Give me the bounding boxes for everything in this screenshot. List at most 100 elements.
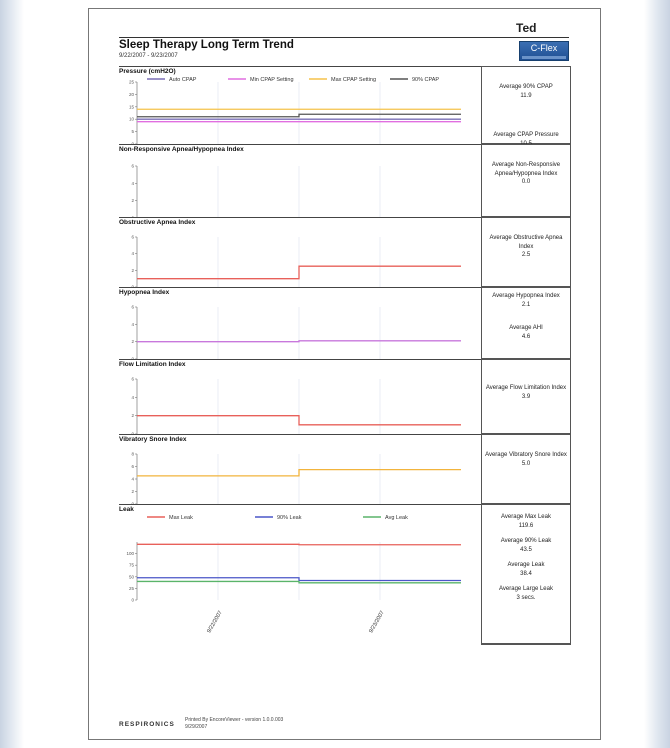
stat-value: 2.5	[521, 252, 531, 258]
printed-date: 9/29/2007	[185, 724, 208, 730]
leak-series-line	[137, 577, 461, 582]
pressure-series-line	[137, 113, 461, 118]
hypopnea-y-tick-label: 6	[131, 305, 134, 310]
flow-limitation-stat: Average Flow Limitation Index 3.9	[484, 384, 568, 401]
stat-value: 3.9	[521, 393, 531, 400]
c-flex-stripe	[522, 56, 566, 59]
stat-label: Average 90% Leak	[500, 538, 552, 544]
pressure-legend-label: Max CPAP Setting	[331, 77, 376, 83]
obstructive-apnea-stats-box: Average Obstructive Apnea Index 2.5	[481, 217, 571, 287]
stats-bottom-border	[481, 644, 571, 645]
stat-value: 10.5	[484, 140, 568, 149]
vibratory-snore-stat: Average Vibratory Snore Index 5.0	[484, 451, 568, 468]
flow-limitation-title: Flow Limitation Index	[119, 361, 186, 368]
hypopnea-stat: Average Hypopnea Index 2.1	[484, 292, 568, 309]
obstructive-apnea-stat: Average Obstructive Apnea Index 2.5	[484, 234, 568, 260]
leak-y-tick-label: 100	[126, 551, 134, 556]
x-tick-label: 9/23/2007	[368, 610, 385, 634]
pressure-legend-label: Auto CPAP	[169, 77, 197, 83]
printed-by: Printed By EncoreViewer - version 1.0.0.…	[185, 717, 284, 723]
leak-y-tick-label: 50	[129, 574, 135, 579]
report-page: Ted Sleep Therapy Long Term Trend 9/22/2…	[88, 8, 601, 740]
pressure-legend-label: Min CPAP Setting	[250, 77, 294, 83]
pressure-legend-label: 90% CPAP	[412, 77, 439, 83]
leak-series-line	[137, 580, 461, 584]
stat-value: 2.1	[521, 301, 531, 308]
hypopnea-y-tick-label: 0	[131, 357, 134, 360]
pressure-divider	[119, 66, 569, 67]
flow-limitation-y-tick-label: 2	[131, 413, 134, 418]
stat-value: 4.6	[521, 333, 531, 340]
stat-label: Average Leak	[507, 562, 545, 568]
obstructive-apnea-divider	[119, 217, 569, 218]
stat-label: Average Max Leak	[501, 514, 551, 520]
non-responsive-ahi-divider	[119, 144, 569, 145]
print-info: Printed By EncoreViewer - version 1.0.0.…	[185, 717, 283, 731]
non-responsive-ahi-y-tick-label: 6	[131, 164, 134, 169]
stat-label: Average Obstructive Apnea Index	[489, 235, 563, 250]
leak-legend-label: 90% Leak	[277, 515, 302, 521]
vibratory-snore-divider	[119, 434, 569, 435]
hypopnea-series-line	[137, 340, 461, 343]
stat-label: Average AHI	[509, 325, 543, 331]
non-responsive-ahi-stats-box: Average Non-Responsive Apnea/Hypopnea In…	[481, 144, 571, 217]
report-title: Sleep Therapy Long Term Trend	[119, 39, 294, 51]
obstructive-apnea-chart: 0 2 4 6	[131, 235, 461, 288]
leak-chart: Max Leak 90% Leak Avg Leak 0 25 50 75 100 9/22/2…	[126, 515, 461, 634]
pressure-chart: Auto CPAP Min CPAP Setting Max CPAP Settin…	[129, 77, 461, 145]
flow-limitation-divider	[119, 359, 569, 360]
non-responsive-ahi-title: Non-Responsive Apnea/Hypopnea Index	[119, 146, 244, 153]
vibratory-snore-title: Vibratory Snore Index	[119, 436, 187, 443]
stat-label: Average Large Leak	[499, 586, 553, 592]
non-responsive-ahi-stat: Average Non-Responsive Apnea/Hypopnea In…	[484, 161, 568, 187]
leak-stats-box: Average Max Leak 119.6 Average 90% Leak 43.…	[481, 504, 571, 644]
stat-label: Average CPAP Pressure	[493, 132, 559, 138]
hypopnea-stats-box: Average Hypopnea Index 2.1 Average AHI 4.6	[481, 287, 571, 359]
pressure-y-tick-label: 15	[129, 104, 135, 109]
stat-label: Average Flow Limitation Index	[485, 385, 567, 391]
pressure-title: Pressure (cmH2O)	[119, 68, 176, 75]
obstructive-apnea-y-tick-label: 0	[131, 285, 134, 288]
non-responsive-ahi-y-tick-label: 2	[131, 198, 134, 203]
hypopnea-y-tick-label: 2	[131, 339, 134, 344]
report-date-range: 9/22/2007 - 9/23/2007	[119, 53, 178, 59]
vibratory-snore-y-tick-label: 2	[131, 489, 134, 494]
leak-legend-label: Avg Leak	[385, 515, 408, 521]
leak-legend-label: Max Leak	[169, 515, 193, 521]
stat-value: 38.4	[520, 570, 532, 577]
stat-value: 11.9	[520, 92, 532, 99]
hypopnea-y-tick-label: 4	[131, 322, 134, 327]
flow-limitation-chart: 0 2 4 6	[131, 377, 461, 435]
pressure-stat: Average CPAP Pressure 10.5	[484, 131, 568, 148]
patient-name: Ted	[516, 21, 537, 35]
vibratory-snore-y-tick-label: 6	[131, 464, 134, 469]
pressure-y-tick-label: 25	[129, 80, 135, 85]
vibratory-snore-y-tick-label: 0	[131, 502, 134, 505]
leak-title: Leak	[119, 506, 134, 513]
stat-value: 3 secs.	[516, 594, 536, 601]
respironics-logo: RESPIRONICS	[119, 721, 175, 728]
pressure-stat: Average 90% CPAP 11.9	[484, 83, 568, 100]
non-responsive-ahi-chart: 0 2 4 6	[131, 164, 381, 217]
vibratory-snore-stats-box: Average Vibratory Snore Index 5.0	[481, 434, 571, 504]
header-divider	[119, 37, 569, 38]
leak-stat: Average Leak 38.4	[484, 561, 568, 578]
leak-y-tick-label: 25	[129, 586, 135, 591]
pressure-y-tick-label: 20	[129, 92, 135, 97]
stat-value: 0.0	[521, 179, 531, 185]
stat-value: 43.5	[520, 546, 532, 553]
pressure-stats-box: Average 90% CPAP 11.9 Average CPAP Pressur…	[481, 66, 571, 147]
x-tick-label: 9/22/2007	[206, 610, 223, 634]
obstructive-apnea-title: Obstructive Apnea Index	[119, 219, 196, 226]
vibratory-snore-series-line	[137, 468, 461, 477]
flow-limitation-y-tick-label: 0	[131, 432, 134, 435]
flow-limitation-series-line	[137, 415, 461, 426]
stat-label: Average Vibratory Snore Index	[485, 452, 567, 458]
obstructive-apnea-series-line	[137, 265, 461, 280]
leak-stat: Average Max Leak 119.6	[484, 513, 568, 530]
pressure-y-tick-label: 0	[131, 142, 134, 145]
pressure-y-tick-label: 10	[129, 117, 135, 122]
hypopnea-chart: 0 2 4 6	[131, 305, 461, 360]
stat-label: Average Hypopnea Index	[492, 293, 560, 299]
stat-value: 119.6	[518, 522, 534, 529]
